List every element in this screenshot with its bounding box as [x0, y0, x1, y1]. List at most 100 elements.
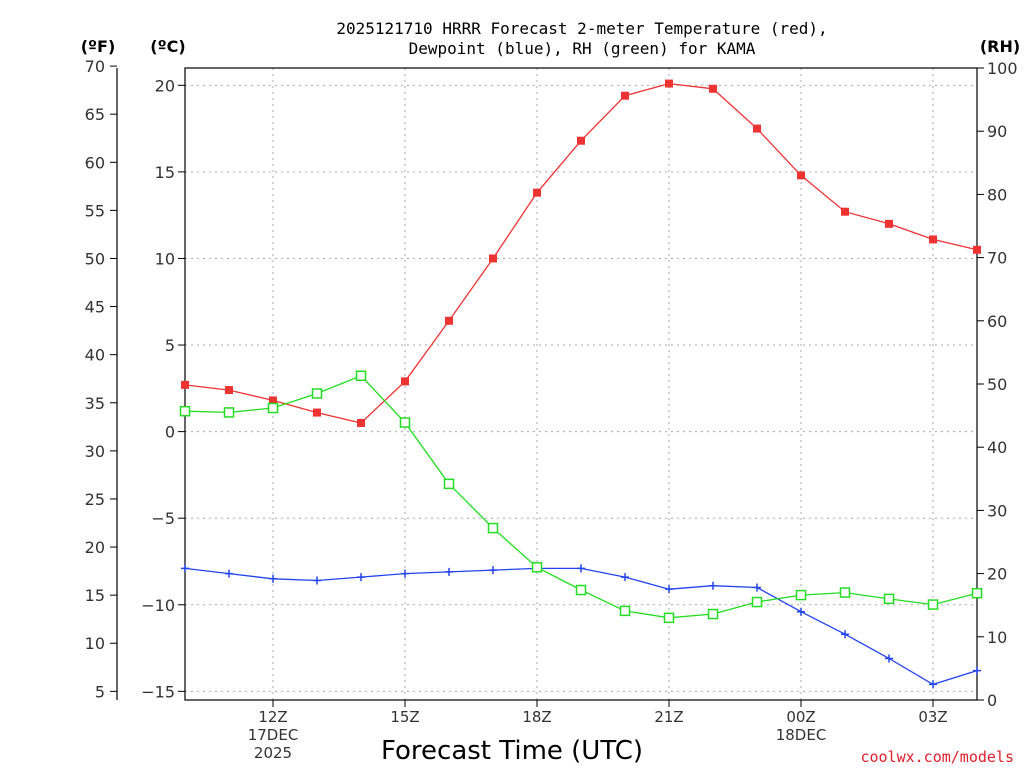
dewpoint-point: [621, 573, 629, 582]
temperature-point: [709, 84, 717, 93]
rh-point: [839, 587, 851, 598]
dewpoint-point: [357, 573, 365, 582]
x-tick-label: 12Z: [258, 708, 287, 726]
chart-title-line1: 2025121710 HRRR Forecast 2-meter Tempera…: [336, 19, 827, 38]
x-tick-label: 03Z: [918, 708, 947, 726]
dewpoint-point: [445, 567, 453, 576]
x-tick-label: 18Z: [522, 708, 551, 726]
celsius-unit-label: (ºC): [150, 37, 185, 56]
rh-point: [355, 370, 367, 382]
temperature-point: [313, 408, 321, 417]
fahrenheit-tick-label: 40: [85, 346, 105, 365]
dewpoint-point: [841, 630, 849, 639]
temperature-point: [225, 386, 233, 395]
fahrenheit-tick-label: 60: [85, 153, 105, 172]
chart-title-line2: Dewpoint (blue), RH (green) for KAMA: [409, 39, 756, 58]
celsius-tick-label: 10: [155, 249, 175, 268]
celsius-tick-label: 15: [155, 163, 175, 182]
fahrenheit-tick-label: 5: [95, 682, 105, 701]
rh-point: [883, 593, 895, 605]
rh-tick-label: 40: [987, 438, 1007, 457]
temperature-point: [401, 377, 409, 386]
fahrenheit-tick-label: 25: [85, 490, 105, 509]
dewpoint-point: [709, 581, 717, 590]
rh-point: [487, 522, 499, 534]
temperature-point: [621, 91, 629, 100]
data-series: [179, 79, 983, 689]
dewpoint-point: [929, 680, 937, 689]
temperature-point: [489, 254, 497, 263]
rh-tick-label: 80: [987, 185, 1007, 204]
rh-tick-label: 10: [987, 628, 1007, 647]
rh-point: [531, 562, 543, 573]
temperature-point: [885, 219, 893, 228]
celsius-tick-label: −10: [141, 596, 175, 615]
fahrenheit-tick-label: 10: [85, 634, 105, 653]
x-tick-label: 15Z: [390, 708, 419, 726]
temperature-point: [753, 124, 761, 133]
temperature-point: [445, 316, 453, 325]
rh-tick-label: 100: [987, 59, 1018, 78]
fahrenheit-tick-label: 30: [85, 442, 105, 461]
x-tick-label: 17DEC: [248, 726, 299, 744]
rh-point: [575, 584, 587, 596]
x-tick-label: 18DEC: [776, 726, 827, 744]
rh-point: [443, 478, 455, 490]
dewpoint-point: [797, 607, 805, 616]
rh-unit-label: (RH): [980, 37, 1020, 56]
rh-point: [927, 599, 939, 610]
dewpoint-point: [269, 574, 277, 583]
temperature-point: [841, 207, 849, 216]
celsius-tick-label: 5: [165, 336, 175, 355]
rh-point: [399, 417, 411, 428]
rh-tick-label: 60: [987, 312, 1007, 331]
temperature-point: [973, 245, 981, 254]
rh-point: [619, 605, 631, 617]
dewpoint-point: [973, 666, 981, 675]
rh-point: [751, 596, 763, 608]
temperature-point: [665, 79, 673, 88]
fahrenheit-tick-label: 35: [85, 394, 105, 413]
dewpoint-point: [401, 569, 409, 578]
temperature-point: [357, 418, 365, 427]
x-axis-label: Forecast Time (UTC): [381, 736, 643, 766]
temperature-point: [797, 171, 805, 180]
fahrenheit-tick-label: 15: [85, 586, 105, 605]
rh-tick-label: 0: [987, 691, 997, 710]
dewpoint-point: [577, 564, 585, 573]
grid-lines: [185, 68, 977, 700]
celsius-tick-label: 20: [155, 76, 175, 95]
rh-tick-label: 30: [987, 501, 1007, 520]
dewpoint-point: [313, 576, 321, 585]
rh-point: [795, 589, 807, 601]
dewpoint-point: [665, 585, 673, 594]
temperature-point: [181, 380, 189, 389]
fahrenheit-tick-label: 50: [85, 249, 105, 268]
x-tick-label: 21Z: [654, 708, 683, 726]
x-tick-label: 2025: [254, 744, 292, 762]
fahrenheit-tick-label: 20: [85, 538, 105, 557]
dewpoint-point: [181, 564, 189, 573]
rh-tick-label: 50: [987, 375, 1007, 394]
celsius-tick-label: −5: [151, 509, 175, 528]
fahrenheit-tick-label: 70: [85, 57, 105, 76]
fahrenheit-tick-label: 65: [85, 105, 105, 124]
rh-point: [267, 402, 279, 414]
x-tick-label: 00Z: [786, 708, 815, 726]
rh-point: [223, 407, 235, 418]
credit-text: coolwx.com/models: [860, 748, 1014, 766]
rh-point: [707, 608, 719, 620]
dewpoint-point: [753, 583, 761, 592]
dewpoint-point: [885, 654, 893, 663]
rh-tick-label: 20: [987, 565, 1007, 584]
dewpoint-point: [225, 569, 233, 578]
rh-point: [663, 612, 675, 624]
dewpoint-point: [489, 566, 497, 575]
temperature-point: [269, 396, 277, 405]
rh-tick-label: 70: [987, 249, 1007, 268]
rh-point: [311, 388, 323, 399]
celsius-tick-label: −15: [141, 682, 175, 701]
